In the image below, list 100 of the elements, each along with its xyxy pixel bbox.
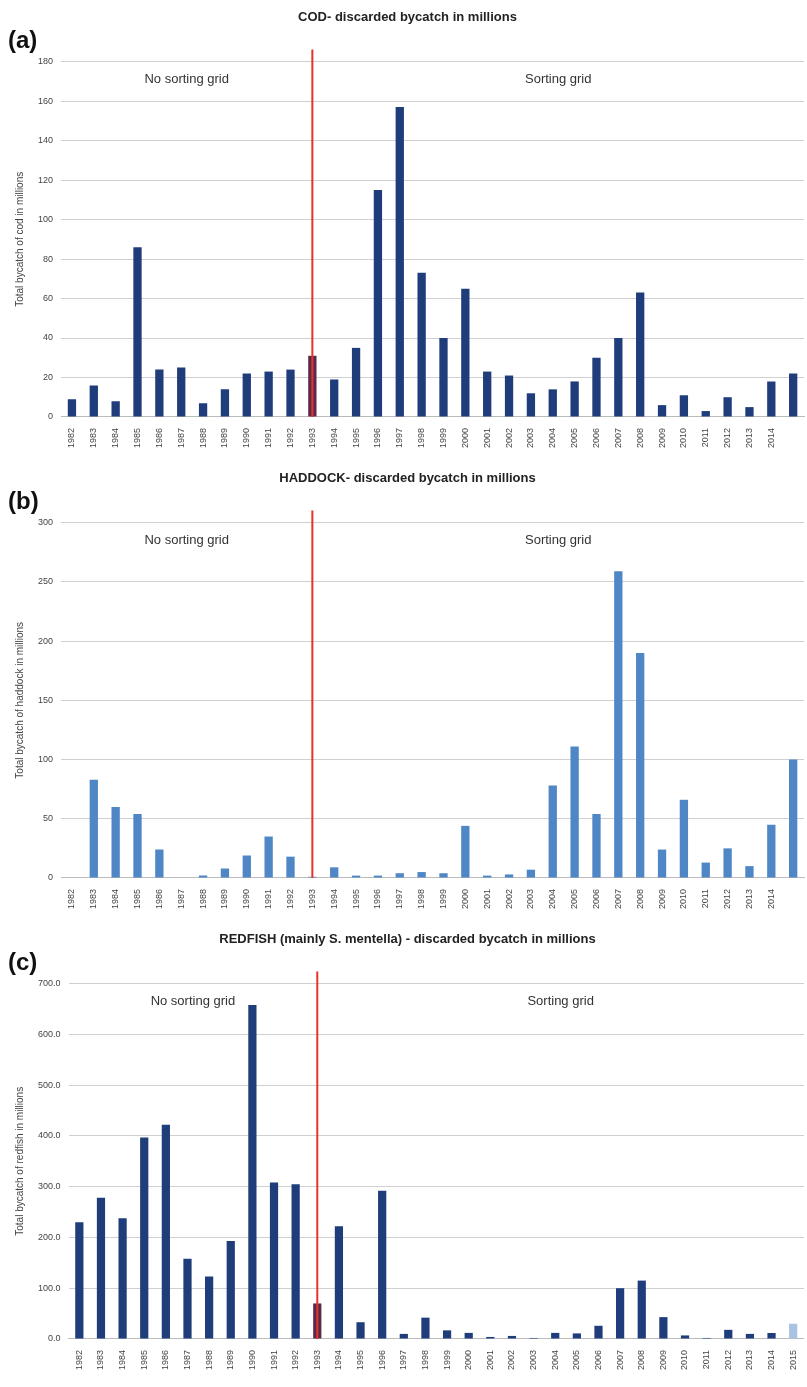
bar	[421, 1317, 430, 1339]
x-tick-label: 1993	[306, 427, 317, 449]
x-tick-label: 1986	[153, 427, 164, 449]
x-tick-label: 1983	[88, 888, 99, 910]
bar	[526, 393, 536, 417]
bar	[111, 401, 120, 417]
y-tick-label: 150	[37, 694, 54, 705]
bar	[133, 247, 142, 417]
x-tick-label: 1991	[263, 427, 274, 449]
y-axis-title: Total bycatch of cod in millions	[13, 171, 25, 307]
x-tick-label: 1993	[306, 888, 317, 910]
bar	[679, 395, 689, 417]
y-tick-label: 600.0	[37, 1028, 61, 1039]
bar	[330, 867, 339, 878]
bar	[96, 1197, 106, 1339]
x-tick-label: 2008	[634, 427, 645, 449]
x-tick-label: 2011	[701, 1349, 712, 1370]
bar	[286, 369, 295, 417]
x-tick-label: 2007	[612, 427, 623, 449]
bar	[614, 571, 623, 878]
annotation: No sorting grid	[144, 71, 229, 87]
x-tick-label: 1989	[225, 1349, 236, 1371]
bar	[745, 407, 754, 417]
x-tick-label: 2000	[463, 1349, 474, 1371]
x-tick-label: 2000	[459, 888, 470, 910]
x-tick-label: 2012	[722, 427, 733, 449]
x-tick-label: 2001	[484, 1349, 495, 1371]
y-tick-label: 60	[43, 293, 54, 303]
bar	[657, 849, 667, 878]
x-tick-label: 2003	[528, 1349, 539, 1371]
x-tick-label: 1988	[203, 1349, 214, 1371]
bar	[767, 824, 776, 878]
x-tick-label: 1997	[398, 1349, 409, 1371]
x-tick-label: 1992	[290, 1349, 301, 1371]
bar	[286, 856, 295, 878]
bar	[118, 1218, 127, 1339]
bar	[616, 1288, 625, 1339]
x-tick-label: 1997	[394, 888, 405, 910]
bar	[439, 338, 448, 417]
bar	[723, 848, 732, 878]
annotation: Sorting grid	[524, 532, 592, 548]
bar	[417, 272, 426, 417]
x-tick-label: 1989	[219, 888, 230, 910]
bar	[483, 371, 492, 417]
bar	[657, 405, 667, 417]
x-tick-label: 1988	[197, 888, 208, 910]
y-tick-label: 80	[43, 253, 54, 264]
x-tick-label: 1994	[333, 1349, 344, 1371]
bar	[111, 806, 120, 878]
x-tick-label: 1999	[437, 888, 448, 910]
x-tick-label: 1998	[416, 888, 427, 910]
y-tick-label: 700.0	[37, 978, 61, 989]
y-tick-label: 140	[37, 135, 54, 146]
x-tick-label: 2010	[678, 888, 689, 910]
bar	[417, 872, 426, 878]
y-tick-label: 300.0	[37, 1181, 61, 1192]
x-tick-label: 2005	[569, 888, 580, 910]
bar	[548, 389, 557, 417]
y-tick-label: 50	[43, 813, 54, 824]
y-tick-label: 100	[37, 214, 54, 225]
x-tick-label: 2009	[656, 427, 667, 449]
x-tick-label: 2011	[700, 888, 711, 909]
bar	[504, 375, 514, 417]
x-tick-label: 1982	[73, 1349, 84, 1371]
x-tick-label: 2001	[481, 427, 492, 449]
x-tick-label: 1989	[219, 427, 230, 449]
bar	[161, 1124, 170, 1339]
y-tick-label: 250	[37, 576, 54, 587]
bar	[614, 338, 623, 417]
x-tick-label: 1995	[350, 427, 361, 449]
bar	[291, 1184, 300, 1339]
chart-title: REDFISH (mainly S. mentella) - discarded bycatch in millions	[219, 931, 596, 947]
x-tick-label: 2004	[549, 1349, 560, 1371]
annotation: No sorting grid	[150, 993, 236, 1009]
bar	[334, 1226, 344, 1339]
x-tick-label: 2014	[765, 888, 776, 910]
x-tick-label: 2000	[459, 427, 470, 449]
x-tick-label: 2010	[678, 427, 689, 449]
bar	[75, 1222, 84, 1339]
bar	[659, 1317, 668, 1339]
annotation: No sorting grid	[144, 532, 229, 548]
y-tick-label: 0	[48, 411, 54, 422]
bar	[133, 814, 142, 878]
x-tick-label: 1996	[376, 1349, 387, 1371]
x-tick-label: 2010	[679, 1349, 690, 1371]
y-tick-label: 0.0	[48, 1333, 61, 1344]
bar	[461, 288, 470, 417]
bar	[745, 866, 754, 878]
x-tick-label: 2014	[766, 1349, 777, 1371]
bar	[789, 373, 798, 417]
y-tick-label: 100	[37, 754, 54, 764]
y-tick-label: 100.0	[37, 1282, 61, 1293]
x-tick-label: 1985	[131, 888, 142, 910]
x-tick-label: 1992	[284, 427, 295, 449]
x-tick-label: 1999	[437, 427, 448, 449]
y-tick-label: 200.0	[37, 1231, 61, 1242]
bar	[442, 1330, 452, 1339]
x-tick-label: 1984	[117, 1349, 128, 1371]
x-tick-label: 1982	[66, 888, 77, 910]
text: (c)	[8, 948, 38, 976]
